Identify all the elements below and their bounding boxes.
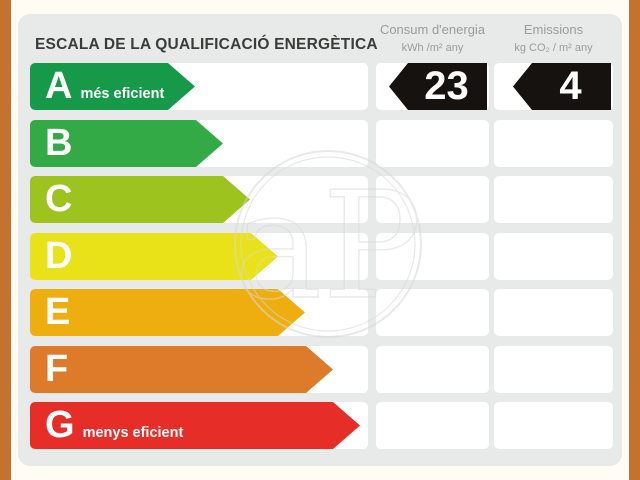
band-row: A més eficient 23 4 xyxy=(18,63,622,110)
band-letter: E xyxy=(45,291,71,333)
band-cell: D xyxy=(30,233,368,280)
band-cell: B xyxy=(30,120,368,167)
emissions-header-line1: Emissions xyxy=(523,22,584,37)
band-row: B xyxy=(18,120,622,167)
consumption-value-badge: 23 xyxy=(389,63,487,110)
column-header-emissions: Emissions kg CO₂ / m² any xyxy=(494,22,613,55)
band-row: G menys eficient xyxy=(18,402,622,449)
emissions-value: 4 xyxy=(559,64,582,108)
consumption-cell xyxy=(376,176,489,223)
band-arrow: B xyxy=(30,120,223,167)
consumption-cell xyxy=(376,289,489,336)
consumption-cell xyxy=(376,120,489,167)
consumption-value: 23 xyxy=(424,64,469,108)
energy-scale-panel: ESCALA DE LA QUALIFICACIÓ ENERGÈTICA Con… xyxy=(18,14,622,466)
band-cell: E xyxy=(30,289,368,336)
band-arrow: F xyxy=(30,346,333,393)
band-row: F xyxy=(18,346,622,393)
emissions-cell xyxy=(494,402,613,449)
emissions-cell xyxy=(494,176,613,223)
consumption-cell: 23 xyxy=(376,63,489,110)
band-row: E xyxy=(18,289,622,336)
band-letter: C xyxy=(45,178,73,220)
band-letter: D xyxy=(45,235,73,277)
band-letter: B xyxy=(45,122,73,164)
emissions-cell xyxy=(494,120,613,167)
band-row: C xyxy=(18,176,622,223)
emissions-header-units: kg CO₂ / m² any xyxy=(514,42,593,54)
band-letter: A xyxy=(45,65,73,107)
consumption-cell xyxy=(376,346,489,393)
energy-bands: A més eficient 23 4 B xyxy=(18,14,622,466)
band-arrow: G menys eficient xyxy=(30,402,360,449)
band-arrow: D xyxy=(30,233,278,280)
band-cell: C xyxy=(30,176,368,223)
consumption-cell xyxy=(376,402,489,449)
band-sublabel: menys eficient xyxy=(82,425,184,441)
consumption-header-line1: Consum d'energia xyxy=(379,22,486,37)
band-letter: F xyxy=(45,348,69,390)
band-cell: F xyxy=(30,346,368,393)
emissions-cell xyxy=(494,233,613,280)
band-arrow: E xyxy=(30,289,305,336)
right-orange-border xyxy=(629,0,640,480)
band-cell: A més eficient xyxy=(30,63,368,110)
band-sublabel: més eficient xyxy=(80,86,165,102)
emissions-value-badge: 4 xyxy=(513,63,611,110)
band-cell: G menys eficient xyxy=(30,402,368,449)
page-title: ESCALA DE LA QUALIFICACIÓ ENERGÈTICA xyxy=(35,36,378,53)
band-letter: G xyxy=(45,404,75,446)
emissions-cell xyxy=(494,289,613,336)
band-arrow: C xyxy=(30,176,250,223)
band-arrow: A més eficient xyxy=(30,63,195,110)
emissions-cell: 4 xyxy=(494,63,613,110)
left-orange-border xyxy=(0,0,11,480)
consumption-cell xyxy=(376,233,489,280)
emissions-cell xyxy=(494,346,613,393)
column-header-consumption: Consum d'energia kWh /m² any xyxy=(376,22,489,55)
consumption-header-units: kWh /m² any xyxy=(401,42,464,54)
band-row: D xyxy=(18,233,622,280)
